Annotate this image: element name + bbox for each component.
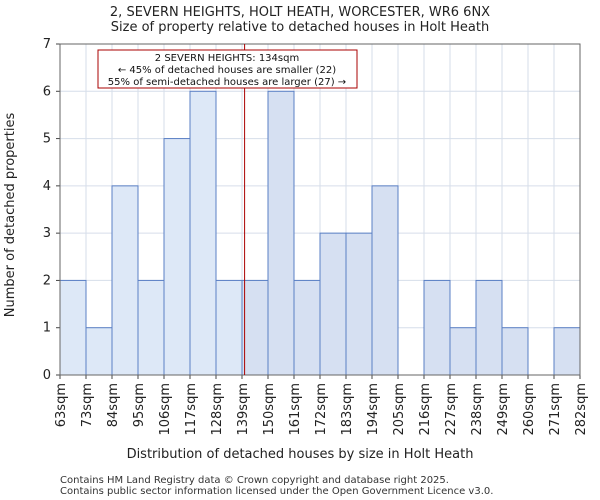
x-tick-label-194sqm: 194sqm xyxy=(366,383,381,436)
bar-216sqm xyxy=(423,279,451,376)
x-tick-label-128sqm: 128sqm xyxy=(210,383,225,436)
footer-line-1: Contains HM Land Registry data © Crown c… xyxy=(60,475,449,486)
bar-249sqm xyxy=(501,327,529,376)
bar-161sqm xyxy=(293,279,321,376)
y-tick-label-6: 6 xyxy=(43,84,51,99)
y-axis-ticks: 0 1 2 3 4 5 6 7 xyxy=(43,37,60,383)
bar-172sqm xyxy=(319,232,347,376)
x-tick-label-205sqm: 205sqm xyxy=(392,383,407,436)
bar-238sqm xyxy=(475,279,503,376)
y-tick-label-3: 3 xyxy=(43,226,51,241)
annotation-line-1: 2 SEVERN HEIGHTS: 134sqm xyxy=(155,53,299,64)
bar-63sqm xyxy=(59,279,87,376)
bar-139sqm xyxy=(241,279,269,376)
x-tick-label-172sqm: 172sqm xyxy=(314,383,329,436)
x-axis-label: Distribution of detached houses by size … xyxy=(127,447,474,462)
bar-227sqm xyxy=(449,327,477,376)
bar-106sqm xyxy=(163,138,191,376)
annotation-line-3: 55% of semi-detached houses are larger (… xyxy=(108,77,346,88)
y-tick-label-4: 4 xyxy=(43,179,51,194)
chart-subtitle: Size of property relative to detached ho… xyxy=(111,20,489,35)
bar-128sqm xyxy=(215,279,243,376)
x-tick-label-106sqm: 106sqm xyxy=(158,383,173,436)
bar-73sqm xyxy=(85,327,113,376)
annotation-line-2: ← 45% of detached houses are smaller (22… xyxy=(118,65,336,76)
x-tick-label-150sqm: 150sqm xyxy=(262,383,277,436)
y-tick-label-0: 0 xyxy=(43,368,51,383)
x-tick-label-282sqm: 282sqm xyxy=(574,383,589,436)
plot-frame xyxy=(59,43,581,376)
bars xyxy=(59,90,581,376)
bar-150sqm xyxy=(267,90,295,376)
annotation-border xyxy=(97,49,358,89)
bar-95sqm xyxy=(137,279,165,376)
bar-194sqm xyxy=(371,185,399,376)
bar-117sqm xyxy=(189,90,217,376)
bar-271sqm xyxy=(553,327,581,376)
x-axis-ticks: 63sqm 73sqm 84sqm 95sqm 106sqm 117sqm 128sqm 13… xyxy=(54,375,589,436)
y-axis-label: Number of detached properties xyxy=(3,113,18,318)
bar-183sqm xyxy=(345,232,373,376)
y-tick-label-1: 1 xyxy=(43,321,51,336)
x-tick-label-63sqm: 63sqm xyxy=(54,383,69,427)
x-tick-label-249sqm: 249sqm xyxy=(496,383,511,436)
x-tick-label-139sqm: 139sqm xyxy=(236,383,251,436)
chart-title: 2, SEVERN HEIGHTS, HOLT HEATH, WORCESTER… xyxy=(110,5,490,20)
x-tick-label-84sqm: 84sqm xyxy=(106,383,121,427)
x-tick-label-95sqm: 95sqm xyxy=(132,383,147,427)
x-tick-label-117sqm: 117sqm xyxy=(184,383,199,436)
x-tick-label-161sqm: 161sqm xyxy=(288,383,303,436)
x-tick-label-227sqm: 227sqm xyxy=(444,383,459,436)
x-tick-label-183sqm: 183sqm xyxy=(340,383,355,436)
x-tick-label-271sqm: 271sqm xyxy=(548,383,563,436)
footer-line-2: Contains public sector information licen… xyxy=(60,486,493,497)
bar-84sqm xyxy=(111,185,139,376)
annotation-box: 2 SEVERN HEIGHTS: 134sqm ← 45% of detach… xyxy=(97,49,358,89)
x-tick-label-73sqm: 73sqm xyxy=(80,383,95,427)
x-tick-label-238sqm: 238sqm xyxy=(470,383,485,436)
y-tick-label-2: 2 xyxy=(43,273,51,288)
x-tick-label-260sqm: 260sqm xyxy=(522,383,537,436)
y-tick-label-5: 5 xyxy=(43,132,51,147)
y-tick-label-7: 7 xyxy=(43,37,51,52)
x-tick-label-216sqm: 216sqm xyxy=(418,383,433,436)
